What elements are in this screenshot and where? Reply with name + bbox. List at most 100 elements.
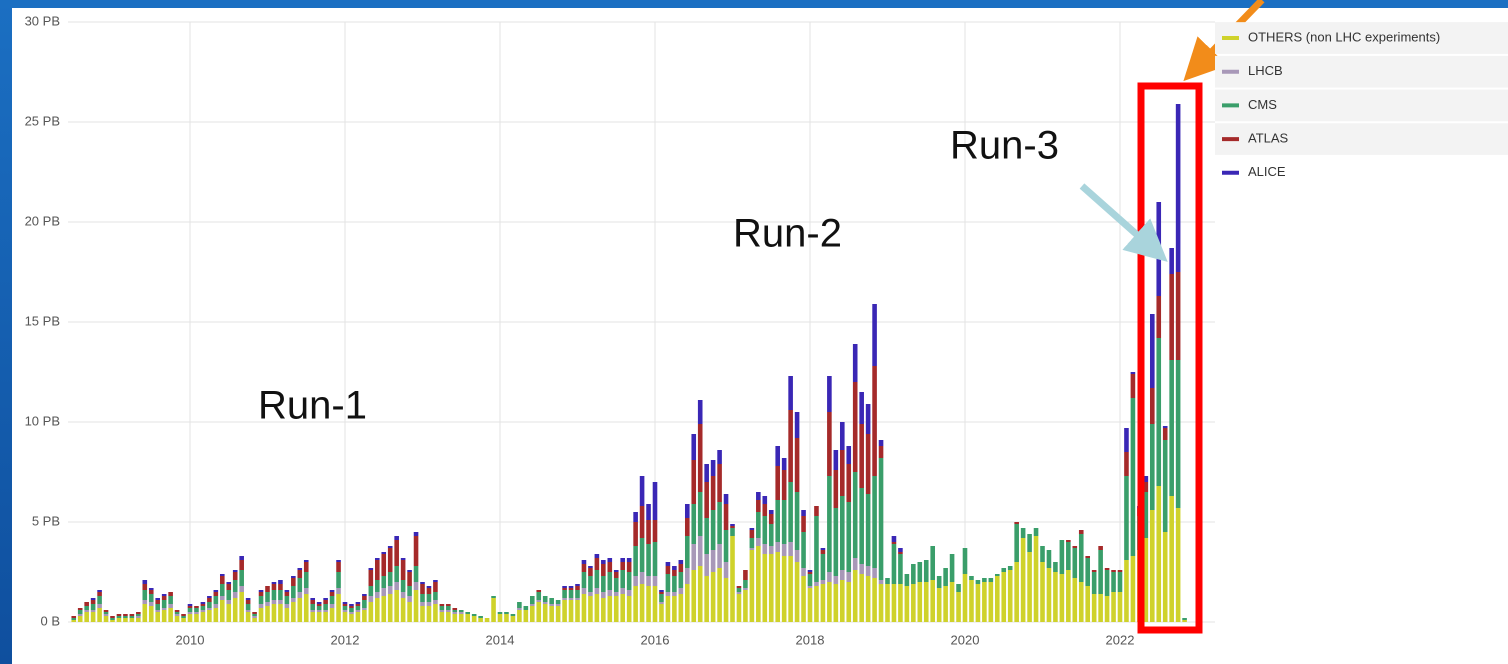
bar-segment: [684, 518, 690, 536]
bar-segment: [123, 616, 128, 618]
bar-segment: [129, 614, 135, 616]
bar-segment: [639, 538, 645, 572]
bar-segment: [555, 606, 561, 622]
highlight-box: [1137, 82, 1203, 634]
bar-segment: [801, 510, 806, 516]
bar-segment: [852, 382, 858, 472]
bar-segment: [1175, 104, 1181, 272]
bar-segment: [310, 598, 316, 600]
bar-segment: [278, 590, 283, 600]
bar-segment: [633, 576, 638, 586]
bar-segment: [123, 614, 128, 616]
bar-segment: [1143, 492, 1149, 538]
bar-segment: [510, 614, 516, 616]
bar-segment: [1162, 428, 1168, 440]
bar-segment: [116, 616, 122, 618]
bar-segment: [374, 558, 380, 560]
bar-segment: [219, 584, 225, 596]
bar-segment: [200, 604, 206, 606]
bar-segment: [943, 568, 948, 586]
bar-segment: [697, 424, 703, 492]
bar-segment: [213, 592, 219, 596]
bar-segment: [213, 608, 219, 622]
bar-segment: [336, 594, 341, 622]
bar-segment: [756, 512, 761, 538]
bar-segment: [898, 554, 903, 584]
bar-segment: [368, 568, 374, 570]
bar-segment: [1149, 314, 1155, 388]
bar-segment: [646, 586, 651, 622]
bar-segment: [336, 560, 341, 562]
bar-segment: [613, 596, 619, 622]
bar-segment: [90, 598, 96, 600]
bar-segment: [245, 598, 251, 600]
bar-segment: [426, 588, 432, 594]
bar-segment: [155, 612, 161, 622]
bar-segment: [316, 604, 322, 606]
bar-segment: [465, 612, 471, 614]
bar-segment: [90, 600, 96, 604]
bar-segment: [116, 618, 122, 622]
bar-segment: [723, 494, 729, 504]
bar-segment: [336, 562, 341, 572]
bar-segment: [807, 586, 813, 588]
bar-segment: [736, 592, 742, 594]
bar-segment: [1117, 592, 1123, 622]
bar-segment: [362, 594, 367, 596]
bar-segment: [97, 590, 102, 592]
bar-segment: [988, 582, 994, 622]
bar-segment: [1078, 582, 1084, 622]
bar-segment: [400, 560, 406, 580]
bar-segment: [684, 536, 690, 568]
bar-segment: [691, 544, 697, 570]
bar-segment: [846, 582, 852, 622]
bar-segment: [607, 596, 613, 622]
bar-segment: [601, 598, 606, 622]
bar-segment: [103, 614, 109, 616]
bar-segment: [781, 470, 787, 500]
bar-segment: [529, 604, 535, 606]
bar-segment: [794, 550, 800, 562]
bar-segment: [865, 566, 871, 576]
bar-segment: [697, 566, 703, 622]
bar-segment: [898, 552, 903, 554]
bar-segment: [646, 544, 651, 576]
x-tick-label: 2022: [1106, 632, 1135, 647]
bar-segment: [355, 602, 361, 604]
bar-segment: [161, 596, 167, 600]
bar-segment: [400, 580, 406, 592]
bar-segment: [278, 584, 283, 590]
bar-segment: [581, 564, 587, 572]
bar-segment: [601, 576, 606, 592]
bar-segment: [1033, 528, 1039, 536]
bar-segment: [781, 556, 787, 622]
bar-segment: [704, 576, 709, 622]
bar-segment: [497, 614, 503, 622]
bar-segment: [394, 590, 399, 622]
bar-segment: [859, 392, 864, 424]
bar-segment: [665, 596, 671, 622]
bar-segment: [342, 602, 348, 604]
bar-segment: [626, 596, 632, 622]
bar-segment: [743, 580, 748, 588]
bar-segment: [329, 596, 335, 604]
bar-segment: [426, 606, 432, 622]
bar-segment: [891, 584, 897, 622]
bar-segment: [852, 472, 858, 558]
bar-segment: [213, 596, 219, 604]
bar-segment: [374, 598, 380, 622]
bar-segment: [697, 400, 703, 424]
bar-segment: [1072, 548, 1078, 578]
bar-segment: [155, 598, 161, 600]
bar-segment: [291, 598, 296, 602]
bar-segment: [678, 588, 684, 594]
bar-segment: [633, 586, 638, 622]
bar-segment: [814, 586, 819, 622]
bar-segment: [672, 570, 677, 576]
bar-segment: [691, 504, 697, 544]
bar-segment: [316, 612, 322, 622]
bar-segment: [639, 584, 645, 622]
bar-segment: [736, 594, 742, 622]
bar-segment: [1169, 496, 1174, 622]
